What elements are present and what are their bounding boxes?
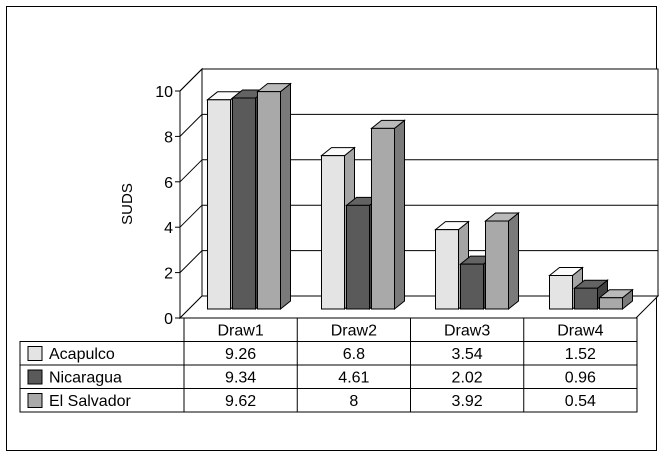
y-tick-label: 10 <box>155 84 173 101</box>
data-label: 2.02 <box>452 370 483 387</box>
y-tick-label: 8 <box>164 129 173 146</box>
bar <box>549 274 573 310</box>
data-label: 0.54 <box>565 393 596 410</box>
bar <box>599 297 623 310</box>
legend-swatch <box>27 393 43 408</box>
legend-label: El Salvador <box>49 393 131 410</box>
legend-swatch <box>27 346 43 361</box>
data-label: 6.8 <box>343 346 365 363</box>
bar-side <box>394 119 405 311</box>
y-tick-label: 4 <box>164 220 173 237</box>
bar <box>460 263 484 310</box>
x-tick-label: Draw2 <box>331 323 377 340</box>
bar <box>574 287 598 310</box>
bar <box>232 97 256 310</box>
y-tick-label: 6 <box>164 175 173 192</box>
x-tick-label: Draw1 <box>218 323 264 340</box>
y-tick-label: 2 <box>164 266 173 283</box>
bar <box>435 229 459 310</box>
bar <box>321 155 345 310</box>
data-label: 1.52 <box>565 346 596 363</box>
side-wall <box>179 67 203 320</box>
data-label: 8 <box>349 393 358 410</box>
y-tick-label: 0 <box>164 311 173 328</box>
x-tick-label: Draw4 <box>557 323 603 340</box>
gridline-side <box>179 204 203 228</box>
data-label: 9.62 <box>225 393 256 410</box>
bar <box>371 127 395 310</box>
gridline-side <box>179 68 203 92</box>
bar <box>257 91 281 310</box>
bar <box>346 204 370 310</box>
bar <box>207 99 231 310</box>
legend-label: Nicaragua <box>49 370 122 387</box>
data-label: 3.54 <box>452 346 483 363</box>
x-tick-label: Draw3 <box>444 323 490 340</box>
bar <box>485 220 509 310</box>
gridline-side <box>179 114 203 137</box>
y-axis-label: SUDS <box>119 183 136 225</box>
bar-side <box>280 82 291 311</box>
data-label: 4.61 <box>338 370 369 387</box>
legend-swatch <box>27 369 43 385</box>
bar-side <box>508 211 519 311</box>
data-label: 0.96 <box>565 370 596 387</box>
legend-label: Acapulco <box>49 346 115 363</box>
data-label: 9.34 <box>225 370 256 387</box>
data-label: 9.26 <box>225 346 256 363</box>
gridline-side <box>179 250 203 273</box>
data-label: 3.92 <box>452 393 483 410</box>
gridline-side <box>179 159 203 183</box>
